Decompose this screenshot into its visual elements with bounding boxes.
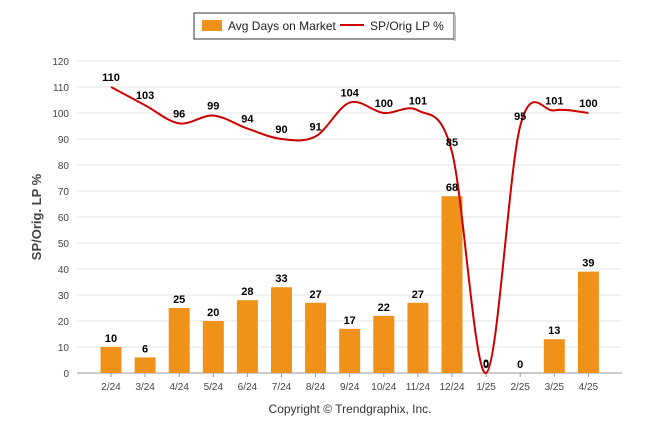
bar-days-on-market	[271, 287, 292, 373]
legend: Avg Days on Market SP/Orig LP %	[193, 12, 456, 41]
x-tick-label: 4/25	[579, 382, 599, 393]
x-tick-label: 6/24	[238, 382, 258, 393]
bar-value-label: 68	[446, 182, 458, 194]
x-tick-label: 2/24	[101, 382, 121, 393]
line-value-label: 100	[579, 98, 597, 110]
y-tick-label: 120	[52, 57, 69, 68]
line-value-label: 0	[483, 358, 489, 370]
y-tick-label: 20	[58, 317, 70, 328]
bar-value-label: 20	[207, 307, 219, 319]
bar-days-on-market	[202, 321, 224, 373]
x-tick-label: 4/24	[169, 382, 189, 393]
x-tick-label: 9/24	[340, 382, 360, 393]
line-value-label: 85	[446, 137, 458, 149]
x-tick-label: 5/24	[204, 382, 224, 393]
line-value-label: 90	[275, 124, 287, 136]
legend-box	[193, 12, 455, 40]
y-tick-label: 10	[58, 343, 70, 354]
bar-days-on-market	[407, 302, 429, 373]
x-tick-label: 8/24	[306, 382, 326, 393]
line-value-label: 94	[241, 114, 254, 126]
bar-value-label: 33	[275, 273, 287, 285]
y-tick-label: 90	[58, 135, 70, 146]
legend-line-label: SP/Orig LP %	[370, 19, 444, 33]
line-value-label: 103	[136, 90, 154, 102]
y-tick-label: 70	[58, 187, 70, 198]
bar-value-labels: 10 6 25 20 28 33 27 17 22 27 68 0 0 13 39	[105, 182, 595, 371]
bar-days-on-market	[577, 271, 599, 373]
y-tick-label: 40	[58, 265, 70, 276]
y-tick-label: 30	[58, 291, 70, 302]
legend-bar-label: Avg Days on Market	[228, 19, 336, 33]
bar-value-label: 13	[548, 325, 560, 337]
x-axis-ticks: 2/24 3/24 4/24 5/24 6/24 7/24 8/24 9/24 10/24 11/…	[101, 373, 599, 393]
line-value-label: 96	[173, 108, 185, 120]
x-tick-label: 10/24	[371, 382, 396, 393]
x-tick-label: 12/24	[439, 382, 464, 393]
bar-value-label: 27	[309, 289, 321, 301]
bar-value-label: 17	[344, 315, 356, 327]
x-tick-label: 3/25	[545, 382, 565, 393]
x-tick-label: 2/25	[510, 382, 530, 393]
bar-days-on-market	[373, 315, 395, 373]
x-tick-label: 7/24	[272, 382, 292, 393]
legend-bar-swatch	[202, 20, 222, 31]
bar-value-label: 25	[173, 294, 185, 306]
x-tick-label: 1/25	[476, 382, 496, 393]
y-tick-label: 100	[52, 109, 69, 120]
x-tick-label: 3/24	[135, 382, 155, 393]
line-value-label: 101	[545, 95, 563, 107]
bar-days-on-market	[134, 357, 156, 373]
line-value-label: 99	[207, 101, 219, 113]
line-value-label: 110	[102, 72, 120, 84]
bar-value-label: 0	[517, 359, 523, 371]
bar-days-on-market	[339, 328, 361, 373]
y-tick-label: 50	[58, 239, 70, 250]
bar-days-on-market	[441, 196, 463, 373]
copyright-text: Copyright © Trendgraphix, Inc.	[269, 402, 432, 416]
bar-days-on-market	[305, 302, 327, 373]
bar-days-on-market	[236, 300, 258, 373]
y-axis-ticks: 0 10 20 30 40 50 60 70 80 90 100 110 120	[52, 57, 69, 380]
line-value-label: 95	[514, 111, 526, 123]
line-value-label: 104	[341, 88, 360, 100]
legend-shadow	[454, 15, 456, 41]
y-axis-title: SP/Orig. LP %	[29, 173, 44, 260]
bar-value-label: 28	[241, 286, 253, 298]
line-value-label: 100	[375, 98, 393, 110]
bar-value-label: 0	[483, 359, 489, 371]
bar-days-on-market	[168, 308, 190, 373]
y-tick-label: 0	[63, 369, 69, 380]
bar-value-label: 22	[378, 302, 390, 314]
gridlines	[77, 60, 622, 374]
y-tick-label: 110	[53, 83, 69, 94]
bar-value-label: 6	[142, 343, 148, 355]
bar-value-label: 27	[412, 289, 424, 301]
bars	[100, 196, 599, 373]
line-value-label: 101	[409, 95, 427, 107]
y-tick-label: 80	[58, 161, 70, 172]
y-tick-label: 60	[58, 213, 70, 224]
bar-value-label: 39	[582, 258, 594, 270]
bar-days-on-market	[543, 339, 565, 373]
sp-orig-line-series	[110, 86, 589, 375]
line-value-label: 91	[309, 121, 321, 133]
x-tick-label: 11/24	[406, 382, 431, 393]
bar-days-on-market	[100, 347, 122, 373]
sp-orig-line	[110, 86, 589, 375]
bar-value-label: 10	[105, 333, 117, 345]
